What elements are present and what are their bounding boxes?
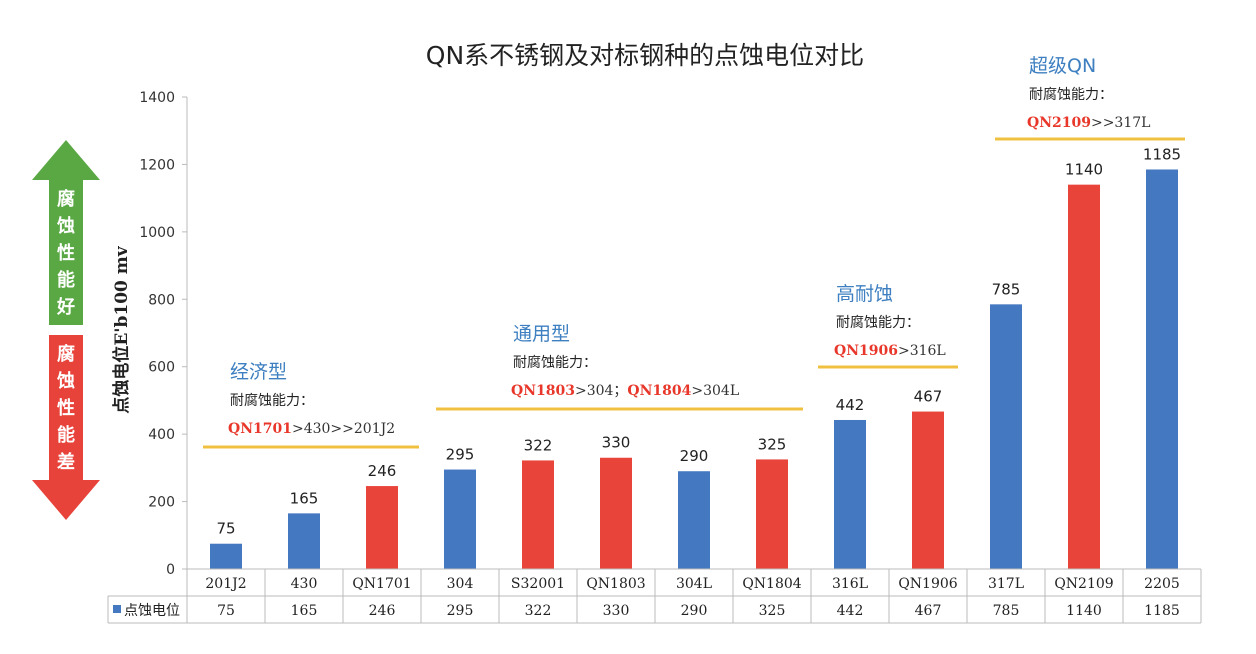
bar-value-label: 290 <box>680 447 709 465</box>
group-subtitle: 耐腐蚀能力： <box>1029 86 1113 103</box>
bar <box>1068 184 1100 569</box>
bar-value-label: 246 <box>368 462 397 480</box>
y-tick-label: 800 <box>148 292 175 308</box>
table-value: 290 <box>681 603 708 619</box>
y-tick-label: 1400 <box>139 90 175 106</box>
y-tick-label: 1200 <box>139 157 175 173</box>
group-annotation: 超级QN 耐腐蚀能力： QN2109>>317L <box>995 55 1185 141</box>
y-axis-label: 点蚀电位E'b100 mv <box>111 245 132 413</box>
table-value: 785 <box>993 603 1020 619</box>
legend-label: 点蚀电位 <box>124 603 180 619</box>
bar <box>444 469 476 569</box>
group-title: 通用型 <box>513 323 570 345</box>
arrow-down-char: 能 <box>57 424 75 446</box>
table-value: 322 <box>525 603 552 619</box>
bar <box>1146 169 1178 569</box>
bar <box>678 471 710 569</box>
arrow-down-char: 差 <box>57 451 75 473</box>
y-tick-label: 0 <box>166 562 175 578</box>
table-value: 1185 <box>1144 603 1180 619</box>
bar <box>366 486 398 569</box>
y-tick-label: 400 <box>148 427 175 443</box>
group-subtitle: 耐腐蚀能力： <box>836 314 920 331</box>
table-value: 75 <box>217 603 235 619</box>
table-value: 1140 <box>1066 603 1102 619</box>
arrow-up-char: 蚀 <box>56 215 75 237</box>
category-label: QN1803 <box>586 576 645 592</box>
category-label: QN2109 <box>1054 576 1113 592</box>
group-comparison: QN2109>>317L <box>1027 115 1150 131</box>
bar <box>756 459 788 569</box>
group-subtitle: 耐腐蚀能力： <box>230 392 314 409</box>
bar <box>600 457 632 569</box>
group-title: 经济型 <box>230 361 287 383</box>
category-label: QN1906 <box>898 576 957 592</box>
table-value: 325 <box>759 603 786 619</box>
arrow-down-char: 腐 <box>57 343 75 365</box>
category-label: S32001 <box>511 576 565 592</box>
arrow-up-char: 性 <box>57 242 75 264</box>
y-tick-label: 1000 <box>139 225 175 241</box>
category-label: QN1804 <box>742 576 801 592</box>
bar <box>912 411 944 569</box>
bar-value-label: 1140 <box>1065 161 1103 179</box>
arrow-down-char: 性 <box>57 397 75 419</box>
bar <box>210 543 242 569</box>
category-label: QN1701 <box>352 576 411 592</box>
y-tick-label: 200 <box>148 495 175 511</box>
bar-value-label: 467 <box>914 388 943 406</box>
arrow-up-char: 能 <box>57 269 75 291</box>
table-value: 246 <box>369 603 396 619</box>
bar-value-label: 785 <box>992 280 1021 298</box>
category-label: 430 <box>291 576 318 592</box>
legend-swatch <box>113 605 121 613</box>
arrow-up-char: 好 <box>56 296 75 318</box>
table-value: 467 <box>915 603 942 619</box>
bar <box>522 460 554 569</box>
bar-value-label: 325 <box>758 435 787 453</box>
bar-value-label: 1185 <box>1143 145 1181 163</box>
arrow-up-char: 腐 <box>57 188 75 210</box>
chart-title: QN系不锈钢及对标钢种的点蚀电位对比 <box>426 41 864 70</box>
table-value: 330 <box>603 603 630 619</box>
category-label: 316L <box>832 576 868 592</box>
bar-value-label: 75 <box>216 520 235 538</box>
category-label: 304 <box>447 576 474 592</box>
bar-value-label: 165 <box>290 489 319 507</box>
bar-value-label: 322 <box>524 436 553 454</box>
group-comparison: QN1906>316L <box>834 343 946 359</box>
bar-value-label: 442 <box>836 396 865 414</box>
group-title: 超级QN <box>1029 55 1096 77</box>
category-label: 304L <box>676 576 712 592</box>
group-subtitle: 耐腐蚀能力： <box>513 354 597 371</box>
table-value: 442 <box>837 603 864 619</box>
group-comparison: QN1701>430>>201J2 <box>228 421 395 437</box>
bar <box>990 304 1022 569</box>
arrow-down-char: 蚀 <box>56 370 75 392</box>
bar <box>288 513 320 569</box>
group-title: 高耐蚀 <box>836 283 893 305</box>
bar-value-label: 330 <box>602 434 631 452</box>
bar <box>834 419 866 569</box>
bar-value-label: 295 <box>446 446 475 464</box>
group-comparison: QN1803>304；QN1804>304L <box>511 383 739 399</box>
category-label: 2205 <box>1144 576 1180 592</box>
table-value: 295 <box>447 603 474 619</box>
category-label: 317L <box>988 576 1024 592</box>
y-tick-label: 600 <box>148 360 175 376</box>
category-label: 201J2 <box>205 576 246 592</box>
table-value: 165 <box>291 603 318 619</box>
